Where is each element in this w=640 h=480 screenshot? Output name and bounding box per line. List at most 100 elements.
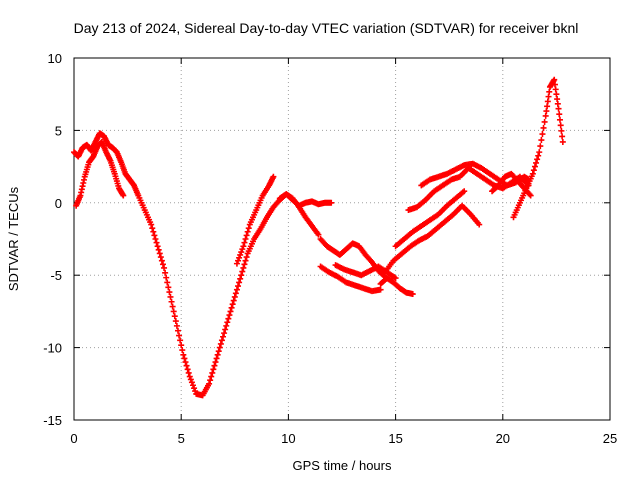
series-evening-trace-b [392,188,468,250]
data-point [225,315,232,322]
data-point [238,272,245,279]
data-point [182,359,189,366]
data-point [235,257,242,264]
data-point [220,333,227,340]
data-point [226,312,233,319]
data-point [191,385,198,392]
axis-ticks: 0 5 10 15 20 25 -15 -10 -5 0 5 10 [43,51,617,446]
data-point [541,118,548,125]
data-point [180,351,187,358]
x-tick-label: 15 [388,431,402,446]
data-point [530,167,537,174]
data-point [188,379,195,386]
data-point [154,243,161,250]
data-point [155,246,162,253]
data-point [328,199,335,206]
data-point [538,137,545,144]
data-point [212,359,219,366]
data-point [242,236,249,242]
x-tick-label: 25 [603,431,617,446]
data-point [171,313,178,320]
data-point [120,192,127,199]
data-point [243,254,250,261]
data-point [537,143,544,150]
x-tick-label: 10 [281,431,295,446]
series-secondary-trace-c [276,191,335,209]
data-point [210,366,217,373]
data-point [149,225,156,232]
data-point [151,232,158,239]
data-point [184,366,191,373]
data-point [244,228,251,235]
data-point [237,251,244,258]
data-point [177,337,184,344]
series-afternoon-trace-b [317,263,384,295]
data-point [159,261,166,268]
data-point [174,327,181,334]
data-point [233,286,240,293]
data-point [461,188,468,195]
data-point [211,362,218,369]
data-point [534,156,541,163]
data-point [218,337,225,344]
chart-title: Day 213 of 2024, Sidereal Day-to-day VTE… [74,20,579,36]
data-point [164,279,171,286]
data-point [270,173,277,180]
series-main-trace [71,130,322,399]
data-point [167,293,174,300]
y-tick-label: -15 [43,413,62,428]
y-tick-label: 5 [55,123,62,138]
data-point [239,268,246,275]
data-point [170,308,177,315]
data-point [231,293,238,300]
data-point [236,279,243,286]
data-point [181,355,188,362]
data-point [536,149,543,156]
data-point [540,124,547,131]
data-point [380,272,387,279]
data-point [217,340,224,347]
data-point [556,116,563,123]
data-point [529,170,536,177]
data-point [233,260,240,267]
data-point [227,308,234,315]
data-point [245,225,252,232]
series-late-trace [510,76,566,221]
data-point [377,286,384,293]
data-point [527,192,534,199]
data-point [240,243,247,250]
data-point [242,257,249,264]
data-point [559,133,566,140]
data-point [158,257,165,264]
data-point [172,318,179,325]
data-point [223,322,230,329]
data-point [556,111,563,118]
x-axis-label: GPS time / hours [293,458,392,473]
data-point [215,348,222,355]
x-tick-label: 0 [70,431,77,446]
data-point [237,275,244,282]
series-evening-trace-a [381,202,483,276]
data-point [206,380,213,387]
data-point [243,232,250,239]
data-point [221,330,228,337]
data-point [531,163,538,170]
data-point [187,376,194,383]
data-point [173,322,180,329]
plot-frame [73,57,611,421]
data-point [392,275,399,282]
y-tick-label: 0 [55,196,62,211]
x-tick-label: 20 [496,431,510,446]
data-point [240,264,247,271]
y-tick-label: -5 [50,268,62,283]
series-secondary-trace-b [233,173,277,267]
series-afternoon-trace-a [317,236,388,280]
data-point [232,290,239,297]
data-point [216,344,223,351]
grid-lines [74,58,610,420]
data-point [150,228,157,235]
series-afternoon-trace-d [377,275,416,298]
data-point [176,332,183,339]
y-tick-label: -10 [43,341,62,356]
